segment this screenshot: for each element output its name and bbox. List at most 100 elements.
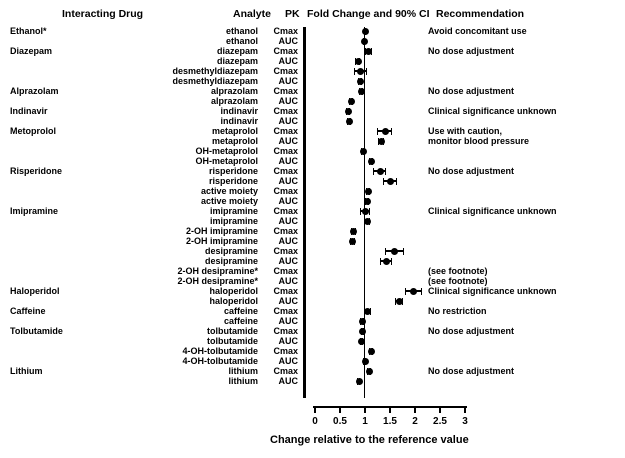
data-point-marker — [365, 187, 372, 195]
data-point-marker — [344, 107, 352, 115]
pk-label: Cmax — [273, 286, 298, 296]
data-point-marker — [365, 47, 372, 55]
data-point-marker — [349, 237, 356, 245]
analyte-label: lithium — [228, 376, 259, 386]
pk-label: AUC — [278, 256, 299, 266]
recommendation-text: (see footnote) — [428, 266, 488, 276]
data-point-marker — [383, 257, 390, 265]
pk-label: Cmax — [273, 246, 298, 256]
pk-label: AUC — [278, 376, 299, 386]
pk-label: Cmax — [273, 126, 298, 136]
data-point-marker — [358, 87, 365, 95]
analyte-label: active moiety — [200, 196, 258, 206]
data-point-marker — [367, 347, 375, 355]
data-point-marker — [365, 367, 373, 375]
data-point-marker — [363, 197, 371, 205]
data-point-marker — [410, 287, 417, 295]
pk-label: Cmax — [273, 306, 298, 316]
analyte-label: diazepam — [216, 46, 258, 56]
recommendation-text: (see footnote) — [428, 276, 488, 286]
pk-label: AUC — [278, 176, 299, 186]
x-axis-tick — [364, 406, 366, 413]
analyte-label: diazepam — [216, 56, 258, 66]
analyte-label: risperidone — [208, 176, 258, 186]
pk-label: AUC — [278, 336, 299, 346]
column-header-recommendation: Recommendation — [436, 8, 525, 20]
analyte-label: caffeine — [223, 306, 258, 316]
drug-label: Risperidone — [10, 166, 63, 176]
pk-label: Cmax — [273, 366, 298, 376]
x-axis-tick-label: 2 — [412, 416, 418, 427]
data-point-marker — [368, 157, 375, 165]
x-axis-tick — [314, 406, 316, 413]
recommendation-text: Clinical significance unknown — [428, 106, 557, 116]
analyte-label: haloperidol — [209, 286, 258, 296]
column-header-fold-change: Fold Change and 90% CI — [307, 8, 430, 20]
pk-label: Cmax — [273, 186, 298, 196]
pk-label: AUC — [278, 236, 299, 246]
recommendation-text: No restriction — [428, 306, 487, 316]
drug-label: Metoprolol — [10, 126, 56, 136]
data-point-marker — [354, 57, 362, 65]
data-point-marker — [386, 177, 394, 185]
recommendation-text: Use with caution, — [428, 126, 503, 136]
analyte-label: 2-OH imipramine — [185, 226, 258, 236]
analyte-label: 2-OH desipramine* — [177, 266, 258, 276]
recommendation-text: No dose adjustment — [428, 86, 515, 96]
analyte-label: metaprolol — [211, 136, 258, 146]
analyte-label: indinavir — [220, 116, 258, 126]
data-point-marker — [350, 227, 357, 235]
drug-label: Imipramine — [10, 206, 59, 216]
data-point-marker — [363, 217, 371, 225]
analyte-label: indinavir — [220, 106, 258, 116]
recommendation-text: Clinical significance unknown — [428, 286, 557, 296]
analyte-label: desmethyldiazepam — [172, 76, 258, 86]
analyte-label: OH-metaprolol — [195, 156, 258, 166]
analyte-label: alprazolam — [210, 86, 258, 96]
pk-label: AUC — [278, 216, 299, 226]
data-point-marker — [376, 167, 384, 175]
x-axis-tick — [464, 406, 466, 413]
pk-label: Cmax — [273, 166, 298, 176]
column-header-analyte: Analyte — [233, 8, 271, 20]
recommendation-text: No dose adjustment — [428, 46, 515, 56]
data-point-marker — [359, 327, 366, 335]
pk-label: Cmax — [273, 46, 298, 56]
recommendation-text: Avoid concomitant use — [428, 26, 527, 36]
pk-label: AUC — [278, 156, 299, 166]
column-header-interacting-drug: Interacting Drug — [62, 8, 144, 20]
data-point-marker — [381, 127, 389, 135]
x-axis-tick-label: 1.5 — [383, 416, 397, 427]
data-point-marker — [355, 377, 363, 385]
x-axis-tick — [339, 406, 341, 413]
drug-label: Haloperidol — [10, 286, 60, 296]
pk-label: Cmax — [273, 146, 298, 156]
column-header-pk: PK — [285, 8, 300, 20]
recommendation-text: No dose adjustment — [428, 366, 515, 376]
pk-label: Cmax — [273, 106, 298, 116]
analyte-label: desipramine — [204, 256, 258, 266]
pk-label: Cmax — [273, 326, 298, 336]
analyte-label: metaprolol — [211, 126, 258, 136]
drug-label: Tolbutamide — [10, 326, 63, 336]
data-point-marker — [361, 37, 368, 45]
x-axis-label: Change relative to the reference value — [270, 434, 469, 446]
pk-label: AUC — [278, 296, 299, 306]
pk-label: Cmax — [273, 86, 298, 96]
plot-left-border — [303, 27, 306, 398]
data-point-marker — [361, 357, 369, 365]
drug-label: Alprazolam — [10, 86, 59, 96]
data-point-marker — [377, 137, 385, 145]
pk-label: AUC — [278, 136, 299, 146]
data-point-marker — [390, 247, 398, 255]
x-axis-tick — [414, 406, 416, 413]
recommendation-text: Clinical significance unknown — [428, 206, 557, 216]
data-point-marker — [346, 117, 353, 125]
recommendation-text: No dose adjustment — [428, 326, 515, 336]
data-point-marker — [364, 307, 371, 315]
pk-label: Cmax — [273, 206, 298, 216]
pk-label: AUC — [278, 316, 299, 326]
pk-label: AUC — [278, 196, 299, 206]
analyte-label: desmethyldiazepam — [172, 66, 258, 76]
